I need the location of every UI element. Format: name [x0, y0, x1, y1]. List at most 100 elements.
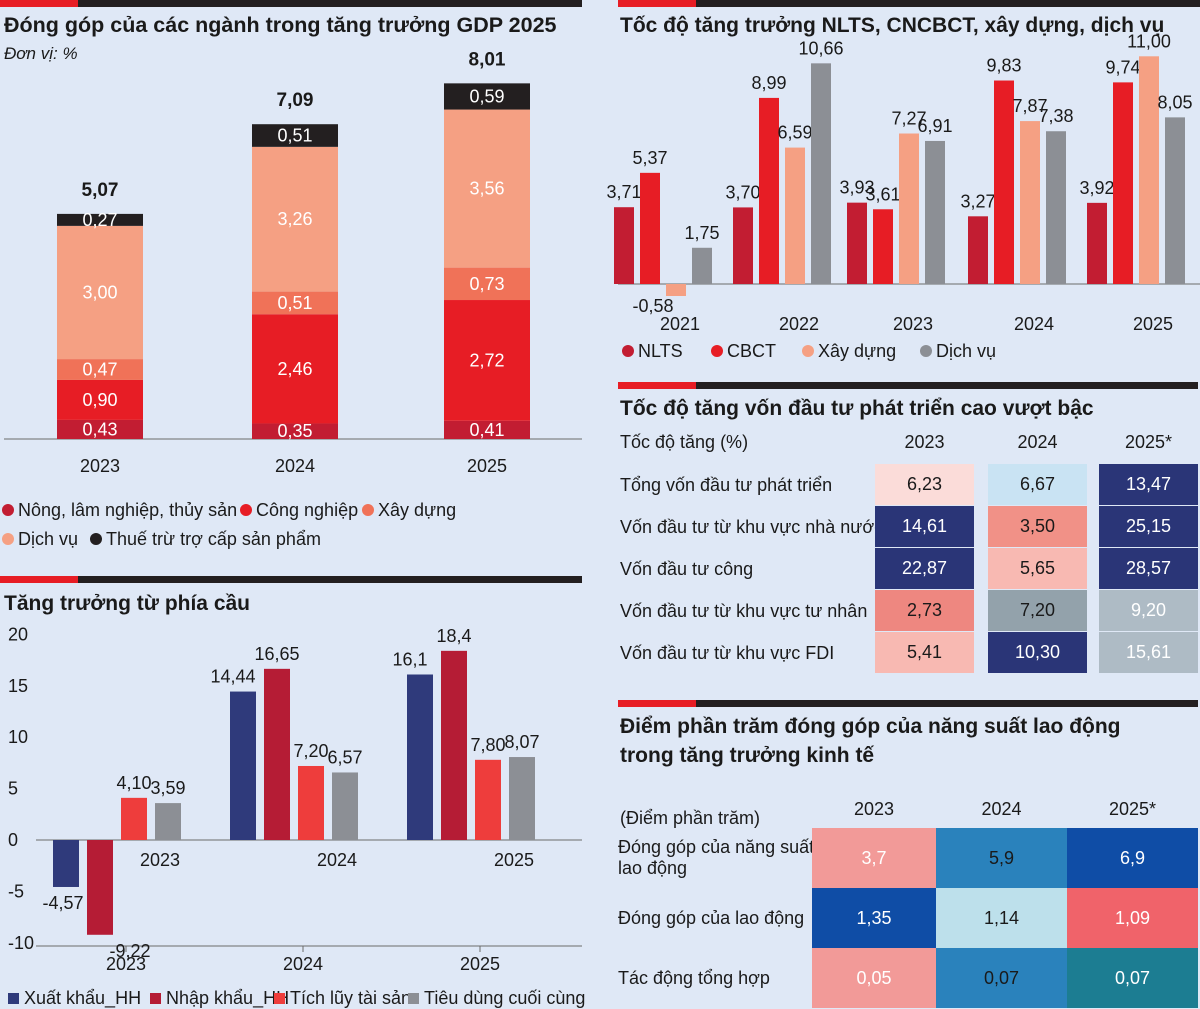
p1-value-2024-s1: 2,46 [277, 359, 312, 379]
t1-cell-1-2: 25,15 [1099, 506, 1198, 547]
t1-cell-1-1: 3,50 [988, 506, 1087, 547]
p1-bar-2023-s4 [57, 213, 143, 226]
p2-bar-2022-2 [785, 147, 805, 284]
t2-row-label-line1-2: Tác động tổng hợp [618, 967, 770, 988]
p3-bar-2023-3 [155, 803, 181, 840]
p3-category-2023: 2023 [106, 954, 146, 974]
p2-category-2022: 2022 [779, 314, 819, 334]
t1-row-label-3: Vốn đầu tư từ khu vực tư nhân [620, 600, 868, 621]
p3-ytick-5: -5 [8, 881, 24, 901]
p2-value-2023-1: 3,61 [865, 184, 900, 204]
p1-bar-2023-s1 [57, 379, 143, 420]
p3-legend-1-swatch [150, 993, 161, 1004]
p2-bar-2023-0 [847, 202, 867, 284]
p1-legend-0-label: Nông, lâm nghiệp, thủy sản [18, 500, 237, 520]
p3-legend-0-label: Xuất khẩu_HH [24, 988, 141, 1009]
p3-bar-2024-1 [264, 668, 290, 840]
t2-col-1: 2024 [981, 799, 1022, 819]
p2-value-2021-0: 3,71 [606, 182, 641, 202]
t2-rule [618, 700, 1198, 707]
p3-bar-2024-2 [298, 765, 324, 840]
p1-bar-2025-s3 [444, 109, 530, 268]
p3-value-2024-1: 16,65 [254, 644, 299, 664]
p3-inner-category-2025: 2025 [494, 850, 534, 870]
p3-inner-category-2023: 2023 [140, 850, 180, 870]
p1-bar-2025-s1 [444, 300, 530, 421]
p2-legend-2-swatch [802, 345, 814, 357]
p3-legend-0-swatch [8, 993, 19, 1004]
p1-category-2024: 2024 [275, 456, 315, 476]
t1-cell-4-2: 15,61 [1099, 632, 1198, 673]
p2-value-2024-2: 7,87 [1012, 96, 1047, 116]
p2-category-2024: 2024 [1014, 314, 1054, 334]
t1-cell-2-1: 5,65 [988, 548, 1087, 589]
p3-value-2023-2: 4,10 [116, 773, 151, 793]
p1-legend-2-swatch [362, 504, 374, 516]
t2-row-label-line1-1: Đóng góp của lao động [618, 907, 805, 928]
p2-value-2021-2: -0,58 [632, 296, 673, 316]
t2-col-0: 2023 [853, 799, 895, 819]
p2-legend-3-swatch [920, 345, 932, 357]
p2-legend-0-swatch [622, 345, 634, 357]
p1-category-2023: 2023 [80, 456, 120, 476]
p3-value-2025-2: 7,80 [470, 735, 505, 755]
p1-bar-2024-s0 [252, 423, 338, 439]
p1-value-2023-s1: 0,90 [82, 390, 117, 410]
p2-legend-1-label: CBCT [727, 341, 776, 361]
p2-value-2024-3: 7,38 [1038, 106, 1073, 126]
p1-total-2024: 7,09 [277, 90, 314, 111]
p2-value-2025-3: 8,05 [1157, 92, 1192, 112]
p2-bar-2025-2 [1139, 56, 1159, 284]
p1-bar-2024-s4 [252, 124, 338, 147]
p3-legend-3-swatch [408, 993, 419, 1004]
p2-value-2025-1: 9,74 [1105, 57, 1140, 77]
t1-cell-1-0: 14,61 [875, 506, 974, 547]
p2-value-2025-2: 11,00 [1127, 31, 1171, 51]
t1-row-label-4: Vốn đầu tư từ khu vực FDI [620, 642, 835, 663]
p2-bar-2024-0 [968, 216, 988, 284]
p1-value-2024-s4: 0,51 [277, 126, 312, 146]
t1-col-1: 2024 [1017, 432, 1058, 452]
t2-row-label-2: Tác động tổng hợp [618, 948, 770, 1008]
p3-bar-2025-3 [509, 757, 535, 840]
t1-row-label-1: Vốn đầu tư từ khu vực nhà nước [620, 516, 884, 537]
t2-row-label-line1-0: Đóng góp của năng suất [618, 837, 815, 857]
p1-legend-1-label: Công nghiệp [256, 500, 358, 520]
p2-legend-3-label: Dịch vụ [936, 341, 996, 361]
t1-head-label: Tốc độ tăng (%) [620, 432, 749, 452]
p3-chart: 20 15 10 5 0 -5 -10 -4,57 -9,22 4,103,59 2023 2023 1… [8, 624, 585, 1009]
p2-title: Tốc độ tăng trưởng NLTS, CNCBCT, xây dựn… [620, 14, 1165, 37]
p1-chart: 0,43 0,90 0,47 3,00 0,27 5,07 2023 0,35 2,46 0,51… [2, 49, 582, 549]
p3-value-2024-2: 7,20 [293, 741, 328, 761]
p1-bar-2024-s2 [252, 291, 338, 315]
p3-bar-2023-2 [121, 797, 147, 840]
t2-cell-0-1: 5,9 [936, 828, 1067, 888]
p2-value-2022-0: 3,70 [725, 182, 760, 202]
t1-title: Tốc độ tăng vốn đầu tư phát triển cao vư… [620, 397, 1094, 420]
p3-ytick-4: 0 [8, 830, 18, 850]
p3-value-2023-1: -9,22 [109, 941, 150, 961]
t1-cell-0-1: 6,67 [988, 464, 1087, 505]
p3-ytick-1: 15 [8, 676, 28, 696]
t1-cell-3-0: 2,73 [875, 590, 974, 631]
p2-value-2022-3: 10,66 [798, 38, 843, 58]
p2-legend-0-label: NLTS [638, 341, 683, 361]
t2-cell-1-0: 1,35 [812, 888, 936, 948]
p3-rule [0, 576, 582, 583]
p1-legend-4-label: Thuế trừ trợ cấp sản phẩm [106, 529, 321, 549]
t1-col-2: 2025* [1124, 432, 1173, 452]
p1-bar-2023-s2 [57, 359, 143, 380]
t2-title-line2: trong tăng trưởng kinh tế [620, 744, 875, 767]
p2-bar-2023-3 [925, 140, 945, 284]
p2-bar-2024-3 [1046, 131, 1066, 284]
p3-bar-2025-0 [407, 674, 433, 840]
p1-value-2023-s3: 3,00 [82, 282, 117, 302]
t1-cell-0-0: 6,23 [875, 464, 974, 505]
p2-bar-2024-2 [1020, 121, 1040, 284]
p2-bar-2021-0 [614, 207, 634, 284]
p1-bar-2023-s0 [57, 419, 143, 439]
p2-legend-2-label: Xây dựng [818, 341, 896, 361]
p2-value-2023-2: 7,27 [891, 109, 926, 129]
p1-legend-3-label: Dịch vụ [18, 529, 78, 549]
p1-title: Đóng góp của các ngành trong tăng trưởng… [4, 13, 557, 37]
